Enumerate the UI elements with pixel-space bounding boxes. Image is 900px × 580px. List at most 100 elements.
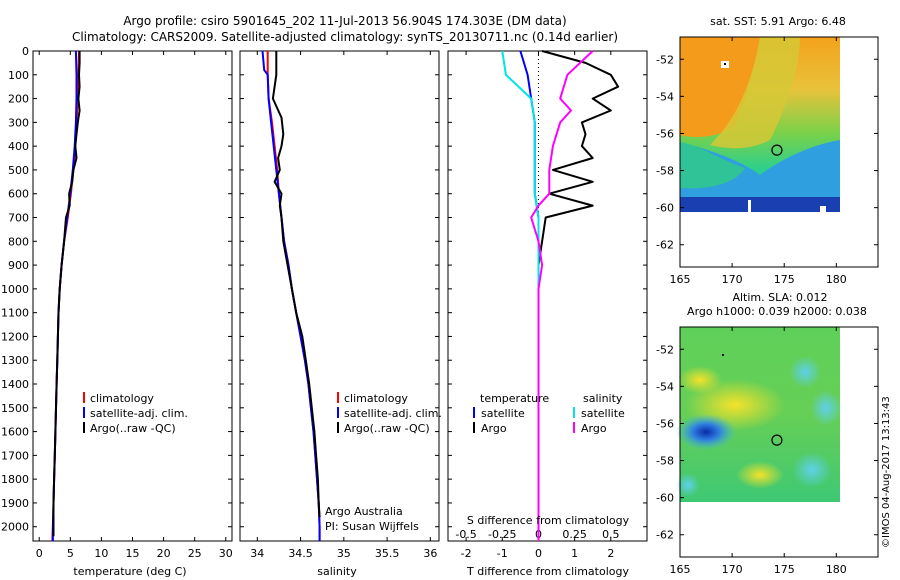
legend-t-satellite-label: satellite — [481, 407, 525, 420]
profile-location-marker — [771, 144, 783, 156]
temperature-ticks: 0100200300400500600700800900100011001200… — [1, 45, 233, 560]
y-tick-label: 1600 — [1, 426, 29, 439]
y-tick-label: 1400 — [1, 378, 29, 391]
y-tick-label: -56 — [656, 417, 674, 430]
y-tick-label: 0 — [22, 45, 29, 58]
legend-s-satellite-label: satellite — [581, 407, 625, 420]
y-tick-label: 1100 — [1, 307, 29, 320]
series-line-salinity-argo — [530, 50, 594, 541]
x-tick-label: 0 — [535, 547, 542, 560]
difference-s-xlabel: S difference from climatology — [467, 514, 630, 527]
temperature-axes-frame — [32, 50, 233, 542]
salinity-axes-frame — [239, 50, 440, 542]
difference-axes-frame — [447, 50, 648, 542]
y-tick-label: 200 — [8, 93, 29, 106]
sst-field — [680, 37, 840, 212]
salinity-xlabel: salinity — [317, 565, 357, 578]
y-tick-label: 1700 — [1, 449, 29, 462]
sla-high-blob-3 — [736, 461, 784, 489]
x-tick-label: 34.5 — [288, 547, 313, 560]
x-tick-label: 1 — [571, 547, 578, 560]
y-tick-label: 400 — [8, 140, 29, 153]
sst-island — [724, 63, 726, 65]
salinity-ticks: 34 34.5 35 35.5 36 — [240, 50, 439, 560]
y-tick-label: -56 — [656, 127, 674, 140]
legend-header-salinity: salinity — [583, 392, 623, 405]
figure-title-line2: Climatology: CARS2009. Satellite-adjuste… — [72, 30, 618, 44]
difference-ticks: -2 -1 0 1 2-0.5 -0.25 0 0.25 0.5 — [448, 50, 647, 560]
sla-map-ticks: 165 170 175 180 -52 -54 -56 -58 -60 -62 — [656, 327, 878, 576]
y-tick-label: 300 — [8, 116, 29, 129]
x-tick-label: -1 — [497, 547, 508, 560]
sla-high-blob-2 — [678, 366, 722, 394]
x-tick-label: 0 — [36, 547, 43, 560]
y-tick-label: -62 — [656, 239, 674, 252]
sst-map-ticks: 165 170 175 180 -52 -54 -56 -58 -60 -62 — [656, 37, 878, 286]
annotation-pi: PI: Susan Wijffels — [325, 520, 419, 533]
y-tick-label: 500 — [8, 164, 29, 177]
sst-map: sat. SST: 5.91 Argo: 6.48 165 170 175 180 -5… — [656, 15, 879, 286]
temperature-panel: 0100200300400500600700800900100011001200… — [1, 45, 233, 578]
x-tick-label: 170 — [722, 563, 743, 576]
x-tick-label: 25 — [188, 547, 202, 560]
y-tick-label: -62 — [656, 529, 674, 542]
y-tick-label: 2000 — [1, 521, 29, 534]
sla-low-blob-5 — [676, 473, 700, 497]
x-tick-label: 34 — [250, 547, 264, 560]
x-tick-label: -2 — [461, 547, 472, 560]
x-tick-label: 10 — [94, 547, 108, 560]
legend-climatology-label: climatology — [90, 392, 154, 405]
x-tick-label: 175 — [774, 273, 795, 286]
series-line-salinity-satellite — [501, 50, 540, 541]
sst-map-title: sat. SST: 5.91 Argo: 6.48 — [710, 15, 846, 28]
y-tick-label: 800 — [8, 235, 29, 248]
difference-series — [501, 50, 620, 541]
y-tick-label: 1000 — [1, 283, 29, 296]
temperature-legend: climatology satellite-adj. clim. Argo(..… — [83, 392, 188, 435]
y-tick-label: 900 — [8, 259, 29, 272]
sst-coldest-band — [680, 197, 840, 212]
y-tick-label: 600 — [8, 188, 29, 201]
series-line-satellite-adj-clim- — [51, 50, 78, 541]
legend-t-argo-label: Argo — [481, 422, 507, 435]
sst-missing-data — [748, 200, 751, 212]
y-tick-label: -60 — [656, 492, 674, 505]
legend-climatology-label: climatology — [344, 392, 408, 405]
legend-s-argo-label: Argo — [581, 422, 607, 435]
y-tick-label: -60 — [656, 202, 674, 215]
x-tick-label: 36 — [423, 547, 437, 560]
y-tick-label: 100 — [8, 69, 29, 82]
x-tick-label: 2 — [607, 547, 614, 560]
y-tick-label: 1200 — [1, 330, 29, 343]
sla-map-title-line1: Altim. SLA: 0.012 — [732, 291, 827, 304]
sla-map-title-line2: Argo h1000: 0.039 h2000: 0.038 — [687, 305, 867, 318]
figure-title-line1: Argo profile: csiro 5901645_202 11-Jul-2… — [123, 14, 566, 28]
legend-argo-label: Argo(..raw -QC) — [344, 422, 430, 435]
sst-map-frame — [679, 36, 879, 268]
x-tick-label: 20 — [157, 547, 171, 560]
credit-stamp: ©IMOS 04-Aug-2017 13:13:43 — [881, 396, 892, 548]
difference-t-xlabel: T difference from climatology — [466, 565, 629, 578]
profile-location-marker — [771, 434, 783, 446]
annotation-argo-australia: Argo Australia — [325, 505, 403, 518]
salinity-legend: climatology satellite-adj. clim. Argo(..… — [337, 392, 442, 435]
series-line-argo-raw-qc- — [271, 51, 321, 518]
x-tick-label: 5 — [67, 547, 74, 560]
y-tick-label: 1900 — [1, 497, 29, 510]
legend-satellite-label: satellite-adj. clim. — [90, 407, 188, 420]
x-tick-label: 165 — [670, 563, 691, 576]
difference-legend: temperature salinity satellite Argo sate… — [473, 392, 625, 435]
y-tick-label: 1500 — [1, 402, 29, 415]
y-tick-label: -58 — [656, 455, 674, 468]
series-line-argo-raw-qc- — [52, 51, 81, 537]
x-tick-label: 170 — [722, 273, 743, 286]
difference-panel: -2 -1 0 1 2-0.5 -0.25 0 0.25 0.5 S difference fr… — [447, 50, 648, 578]
y-tick-label: 1300 — [1, 354, 29, 367]
x-tick-label: 180 — [826, 563, 847, 576]
sla-field — [676, 327, 842, 502]
y-tick-label: -54 — [656, 90, 674, 103]
temperature-series — [51, 50, 81, 542]
legend-header-temperature: temperature — [480, 392, 549, 405]
s-tick-label: 0.5 — [602, 528, 620, 541]
